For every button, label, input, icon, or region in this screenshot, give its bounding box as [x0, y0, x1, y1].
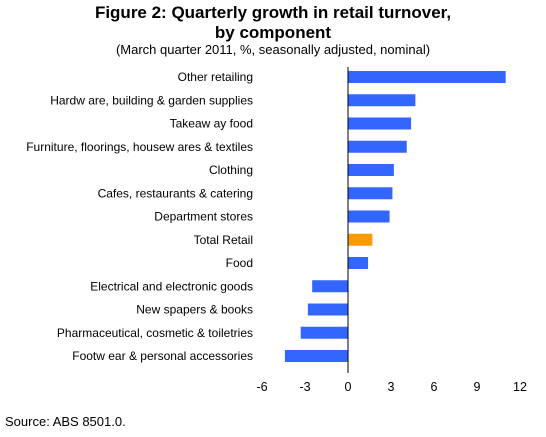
category-label: Cafes, restaurants & catering	[98, 186, 253, 200]
bar	[300, 326, 348, 339]
bar	[348, 117, 412, 130]
category-label: Other retailing	[178, 70, 253, 84]
bar	[348, 187, 393, 200]
bar	[312, 280, 348, 293]
bar	[348, 140, 407, 153]
category-label: Furniture, floorings, housew ares & text…	[26, 140, 253, 154]
source-note: Source: ABS 8501.0.	[5, 414, 126, 429]
x-tick-label: 6	[431, 380, 438, 394]
category-label: Clothing	[209, 163, 253, 177]
bar	[284, 350, 348, 362]
bar	[348, 71, 506, 83]
chart-title-line-2: by component	[214, 23, 332, 42]
category-label: Total Retail	[194, 233, 253, 247]
x-tick-label: 12	[513, 380, 527, 394]
category-label: Footw ear & personal accessories	[72, 349, 253, 363]
bar	[348, 164, 394, 176]
category-label: Electrical and electronic goods	[90, 279, 253, 293]
bar	[348, 257, 369, 269]
chart-title-line-1: Figure 2: Quarterly growth in retail tur…	[94, 3, 452, 22]
chart-subtitle: (March quarter 2011, %, seasonally adjus…	[115, 42, 431, 57]
category-label: Pharmaceutical, cosmetic & toiletries	[57, 326, 253, 340]
bar	[348, 233, 373, 246]
category-label: Hardw are, building & garden supplies	[50, 93, 253, 107]
bar	[348, 210, 390, 223]
x-tick-label: 9	[474, 380, 481, 394]
x-tick-label: 3	[388, 380, 395, 394]
x-tick-label: -6	[256, 380, 267, 394]
bar	[348, 94, 416, 107]
category-label: Food	[226, 256, 253, 270]
category-label: Takeaw ay food	[170, 117, 253, 131]
category-label: Department stores	[154, 210, 253, 224]
x-tick-label: 0	[345, 380, 352, 394]
bar	[307, 303, 348, 316]
category-label: New spapers & books	[136, 303, 253, 317]
x-tick-label: -3	[299, 380, 310, 394]
